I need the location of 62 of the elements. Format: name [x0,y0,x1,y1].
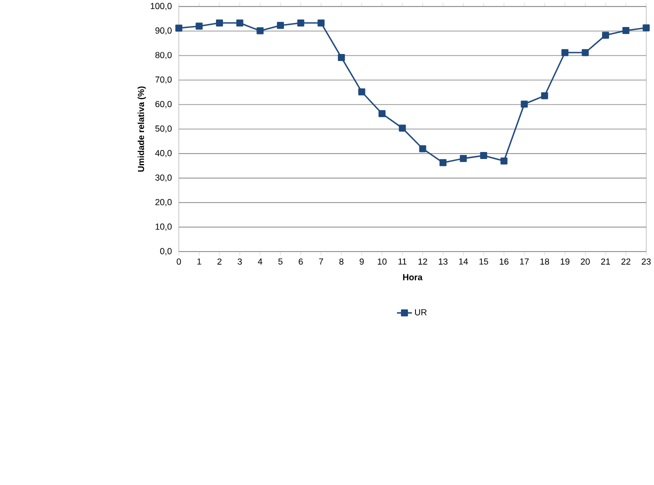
point [175,24,182,32]
x-tick-label: 10 [378,258,387,265]
x-tick-label: 18 [540,258,550,265]
x-tick-label: 21 [601,258,610,265]
y-tick-label: 100,0 [150,3,172,10]
point [297,20,304,27]
point [642,24,650,32]
point [276,22,284,30]
point [419,145,426,152]
x-tick-label: 11 [398,258,406,265]
point [561,49,568,56]
y-tick-label: 30,0 [155,174,172,182]
x-tick-label: 4 [258,258,262,265]
x-axis-title: Hora [403,274,423,281]
x-tick-label: 9 [360,258,364,265]
point [500,158,508,165]
y-tick-label: 20,0 [155,199,172,206]
point [378,110,386,118]
x-tick-label: 5 [278,258,283,265]
x-tick-label: 3 [238,258,242,265]
point [622,27,630,34]
x-tick-label: 19 [560,258,570,265]
x-tick-label: 22 [621,258,630,265]
x-tick-label: 8 [339,258,344,265]
point [256,28,264,35]
x-tick-label: 0 [176,258,181,265]
y-tick-label: 90,0 [155,28,172,35]
point [440,159,447,166]
y-tick-label: 70,0 [155,76,172,84]
point [358,88,366,96]
x-tick-label: 14 [459,258,468,265]
x-tick-label: 23 [642,258,651,265]
point [236,20,244,27]
x-tick-label: 6 [298,258,303,265]
x-tick-label: 12 [418,258,428,265]
x-tick-label: 17 [520,258,529,265]
legend-label: UR [415,309,427,316]
x-tick-label: 13 [438,258,448,265]
point [541,92,548,100]
y-tick-label: 80,0 [155,52,172,60]
y-tick-label: 50,0 [155,126,172,133]
x-tick-label: 16 [500,258,508,265]
point [338,54,345,62]
x-tick-label: 20 [580,258,590,265]
point [602,32,610,39]
x-tick-label: 7 [319,258,324,265]
y-tick-label: 0,0 [160,248,172,256]
point [196,22,203,30]
point [582,49,589,56]
y-tick-label: 40,0 [155,150,172,158]
point [480,152,488,160]
x-tick-label: 15 [479,258,488,265]
y-tick-label: 60,0 [155,101,172,108]
y-axis-title: Umidade relativa (%) [138,86,146,172]
point [398,124,406,132]
point [520,100,528,108]
y-tick-label: 10,0 [156,224,172,232]
point [216,20,223,27]
x-tick-label: 1 [197,258,202,265]
x-tick-label: 2 [217,258,222,265]
point [460,155,467,162]
point [318,20,325,27]
